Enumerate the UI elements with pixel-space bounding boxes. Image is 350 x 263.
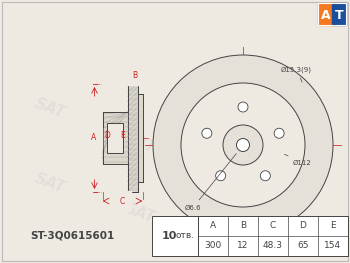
- Bar: [103, 112, 127, 164]
- Text: T: T: [334, 9, 343, 22]
- Text: ST-3Q0615601: ST-3Q0615601: [30, 230, 114, 240]
- Bar: [318, 3, 346, 25]
- Text: Ø6.6: Ø6.6: [184, 154, 236, 211]
- Text: 12: 12: [237, 241, 249, 250]
- Text: SAT: SAT: [223, 170, 257, 195]
- Text: 48.3: 48.3: [263, 241, 283, 250]
- Text: Ø112: Ø112: [285, 154, 312, 166]
- Circle shape: [202, 128, 212, 138]
- Text: Ø15.3(9): Ø15.3(9): [281, 66, 312, 82]
- Circle shape: [260, 171, 270, 181]
- Text: B: B: [240, 221, 246, 230]
- Text: 154: 154: [324, 241, 342, 250]
- Text: D: D: [300, 221, 307, 230]
- Circle shape: [216, 171, 226, 181]
- Bar: [152, 216, 348, 256]
- Text: D: D: [105, 132, 111, 140]
- Text: A: A: [321, 9, 330, 22]
- Text: 65: 65: [297, 241, 309, 250]
- Text: E: E: [120, 132, 125, 140]
- Circle shape: [181, 83, 305, 207]
- Text: отв.: отв.: [176, 231, 195, 240]
- Text: SAT: SAT: [122, 201, 158, 225]
- Bar: [318, 3, 332, 25]
- Text: C: C: [270, 221, 276, 230]
- Circle shape: [238, 102, 248, 112]
- Bar: [106, 123, 122, 153]
- Text: SAT: SAT: [33, 170, 68, 195]
- Circle shape: [237, 139, 250, 151]
- Bar: [138, 94, 142, 182]
- Text: SAT: SAT: [33, 95, 68, 120]
- Circle shape: [223, 125, 263, 165]
- Text: A: A: [91, 134, 96, 143]
- Text: C: C: [120, 196, 125, 205]
- Text: B: B: [132, 70, 138, 79]
- Circle shape: [274, 128, 284, 138]
- Text: 300: 300: [204, 241, 222, 250]
- Text: SAT: SAT: [122, 130, 158, 155]
- Text: A: A: [210, 221, 216, 230]
- Text: 10: 10: [162, 231, 177, 241]
- Bar: [127, 84, 138, 192]
- Text: SAT: SAT: [223, 100, 257, 125]
- Circle shape: [153, 55, 333, 235]
- Bar: [332, 3, 346, 25]
- Text: E: E: [330, 221, 336, 230]
